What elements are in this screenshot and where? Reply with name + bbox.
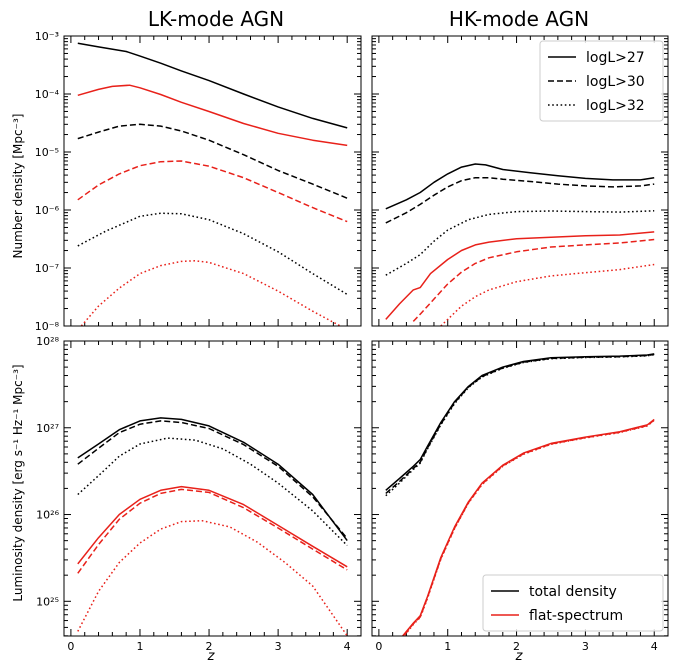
y-tick-label: 10²⁷	[36, 422, 59, 435]
legends: logL>27 logL>30 logL>32 total density flat-s…	[482, 40, 664, 632]
panels: 10⁻⁸ 10⁻⁷ 10⁻⁶ 10⁻⁵ 10⁻⁴ 10⁻³ 0 1 2 3 4 10²⁵ 10²⁶ 10²…	[35, 30, 669, 653]
series-line	[77, 123, 348, 199]
series-line	[80, 260, 341, 326]
series-line	[385, 176, 655, 224]
panel-r0-c0: 10⁻⁸ 10⁻⁷ 10⁻⁶ 10⁻⁵ 10⁻⁴ 10⁻³	[35, 30, 362, 333]
series-line	[77, 42, 348, 129]
y-tick-label: 10⁻⁶	[35, 204, 60, 217]
y-tick-label: 10²⁸	[36, 335, 59, 348]
series-line	[385, 353, 655, 497]
panel-r1-c0: 0 1 2 3 4 10²⁵ 10²⁶ 10²⁷ 10²⁸	[36, 335, 362, 653]
x-tick-label: 4	[344, 640, 351, 653]
x-tick-label: 3	[275, 640, 282, 653]
legend-label: logL>27	[586, 50, 645, 66]
y-tick-label: 10⁻³	[35, 30, 59, 43]
y-tick-label: 10⁻⁵	[35, 146, 59, 159]
series-line	[385, 163, 655, 210]
col-title-lk: LK-mode AGN	[148, 7, 284, 31]
panel-frame	[371, 340, 669, 637]
y-axis-label-number-density: Number density [Mpc⁻³]	[11, 114, 25, 259]
series-line	[77, 84, 348, 147]
y-tick-label: 10⁻⁴	[35, 88, 60, 101]
series-line	[385, 231, 655, 320]
y-tick-label: 10⁻⁸	[35, 320, 60, 333]
y-tick-label: 10²⁵	[36, 595, 59, 608]
x-tick-label: 2	[513, 640, 520, 653]
x-tick-label: 0	[375, 640, 382, 653]
panel-frame	[371, 35, 669, 327]
series-line	[440, 263, 655, 326]
legend-label: logL>32	[586, 98, 645, 114]
y-tick-label: 10⁻⁷	[35, 262, 59, 275]
panel-r0-c1	[371, 35, 669, 327]
panel-r1-c1: 0 1 2 3 4	[371, 340, 669, 653]
series-line	[77, 437, 348, 547]
series-line	[77, 420, 348, 539]
series-line	[77, 212, 348, 296]
series-line	[77, 485, 348, 568]
series-line	[403, 419, 655, 636]
series-line	[412, 238, 655, 322]
col-title-hk: HK-mode AGN	[449, 7, 589, 31]
x-tick-label: 1	[444, 640, 451, 653]
x-axis-label-right: z	[515, 649, 524, 660]
legend-label: logL>30	[586, 74, 645, 90]
x-tick-label: 2	[206, 640, 213, 653]
panel-frame	[63, 35, 362, 327]
series-line	[385, 353, 655, 494]
x-tick-label: 0	[67, 640, 74, 653]
legend-box	[482, 574, 664, 632]
x-tick-label: 4	[651, 640, 658, 653]
panel-frame	[63, 340, 362, 637]
series-line	[77, 519, 348, 636]
legend-label: total density	[529, 584, 617, 600]
series-line	[77, 488, 348, 574]
legend-label: flat-spectrum	[529, 608, 623, 624]
series-line	[385, 353, 655, 491]
legend-box	[539, 40, 664, 122]
legend-top-right: logL>27 logL>30 logL>32	[539, 40, 664, 122]
x-tick-label: 1	[136, 640, 143, 653]
series-line	[385, 210, 655, 276]
x-tick-label: 3	[582, 640, 589, 653]
x-axis-label-left: z	[207, 649, 216, 660]
legend-bottom-right: total density flat-spectrum	[482, 574, 664, 632]
series-line	[77, 417, 348, 542]
series-line	[77, 160, 348, 223]
y-tick-label: 10²⁶	[36, 509, 59, 522]
y-axis-label-luminosity-density: Luminosity density [erg s⁻¹ Hz⁻¹ Mpc⁻³]	[11, 364, 25, 601]
